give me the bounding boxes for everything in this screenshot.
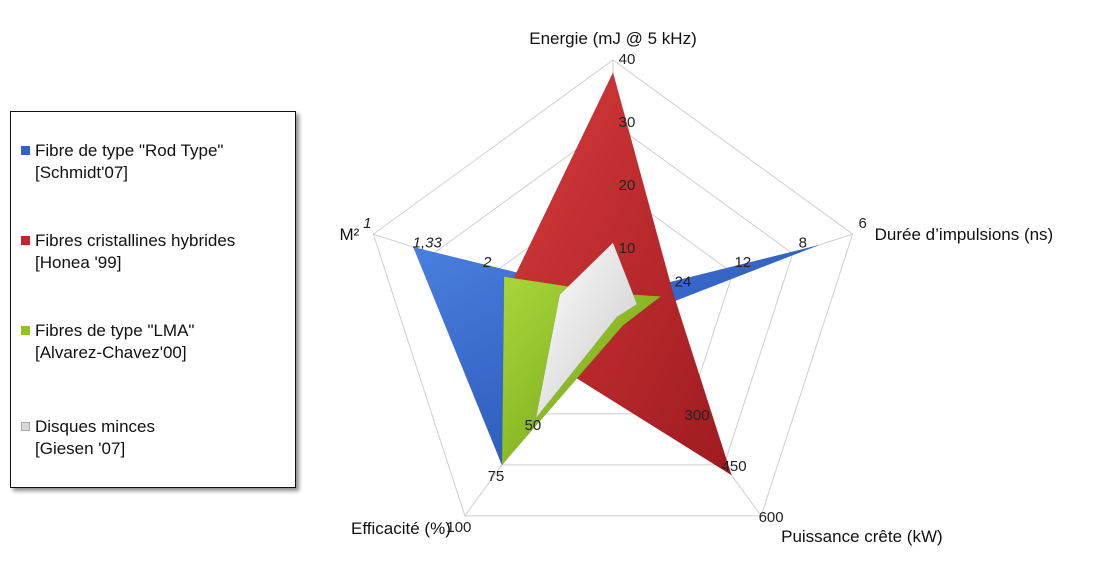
legend-label-cristallines-line1: Fibres cristallines hybrides: [35, 231, 236, 250]
legend-item-cristallines: Fibres cristallines hybrides [Honea '99]: [21, 230, 235, 274]
legend-label-lma-line1: Fibres de type "LMA": [35, 321, 195, 340]
series-lma-area: [501, 276, 662, 466]
legend-item-disques: Disques minces [Giesen '07]: [21, 416, 155, 460]
axis-title: Durée d’impulsions (ns): [875, 225, 1054, 244]
legend-swatch-disques: [21, 422, 30, 431]
legend-swatch-lma: [21, 326, 30, 335]
tick-label: 50: [525, 417, 542, 434]
tick-label: 24: [675, 274, 692, 291]
tick-label: 450: [722, 458, 747, 475]
tick-label: 1,33: [413, 235, 443, 252]
tick-label: 20: [619, 177, 636, 194]
legend-label-rod-type-line2: [Schmidt'07]: [35, 163, 129, 182]
tick-label: 8: [799, 235, 807, 252]
axis-title: Energie (mJ @ 5 kHz): [529, 29, 696, 48]
tick-label: 600: [759, 509, 784, 526]
tick-label: 10: [619, 240, 636, 257]
legend-item-lma: Fibres de type "LMA" [Alvarez-Chavez'00]: [21, 320, 194, 364]
axis-title: Puissance crête (kW): [781, 527, 943, 546]
legend-label-cristallines-line2: [Honea '99]: [35, 253, 122, 272]
tick-label: 30: [619, 114, 636, 131]
series-disques-area: [535, 242, 638, 419]
legend-swatch-cristallines: [21, 236, 30, 245]
legend-label-disques-line1: Disques minces: [35, 417, 155, 436]
grid-ring: [372, 59, 854, 517]
tick-label: 75: [488, 468, 505, 485]
tick-label: 1: [363, 215, 371, 232]
axis-title: Efficacité (%): [351, 519, 451, 538]
legend-item-rod-type: Fibre de type "Rod Type" [Schmidt'07]: [21, 140, 223, 184]
tick-label: 300: [685, 407, 710, 424]
tick-label: 2: [482, 254, 492, 271]
legend-label-rod-type-line1: Fibre de type "Rod Type": [35, 141, 224, 160]
axis-title: M²: [340, 225, 360, 244]
chart-legend: Fibre de type "Rod Type" [Schmidt'07] Fi…: [10, 111, 296, 488]
tick-label: 100: [446, 519, 471, 536]
tick-label: 6: [858, 215, 866, 232]
legend-label-disques-line2: [Giesen '07]: [35, 439, 126, 458]
tick-label: 12: [734, 254, 751, 271]
tick-label: 40: [619, 51, 636, 68]
grid-ring: [492, 185, 734, 415]
grid-ring: [432, 122, 794, 466]
legend-swatch-rod-type: [21, 146, 30, 155]
legend-label-lma-line2: [Alvarez-Chavez'00]: [35, 343, 187, 362]
